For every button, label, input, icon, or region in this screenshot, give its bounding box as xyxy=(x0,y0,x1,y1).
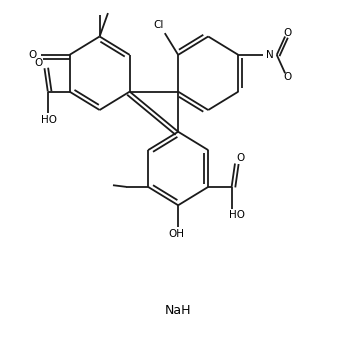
Text: HO: HO xyxy=(229,210,245,220)
Text: O: O xyxy=(237,153,245,163)
Text: OH: OH xyxy=(168,229,184,239)
Text: O: O xyxy=(29,50,37,60)
Text: OH: OH xyxy=(168,229,184,239)
Text: O: O xyxy=(284,71,291,82)
Text: O: O xyxy=(284,28,291,38)
Text: O: O xyxy=(34,58,42,68)
Text: O: O xyxy=(237,153,245,163)
Text: O: O xyxy=(29,50,37,60)
Text: O: O xyxy=(34,58,42,68)
Text: HO: HO xyxy=(229,210,245,220)
Text: Cl: Cl xyxy=(153,20,163,30)
Text: Cl: Cl xyxy=(153,20,163,30)
Text: NaH: NaH xyxy=(165,304,191,317)
Text: N: N xyxy=(266,50,274,60)
Text: HO: HO xyxy=(41,115,57,125)
Text: HO: HO xyxy=(41,115,57,125)
